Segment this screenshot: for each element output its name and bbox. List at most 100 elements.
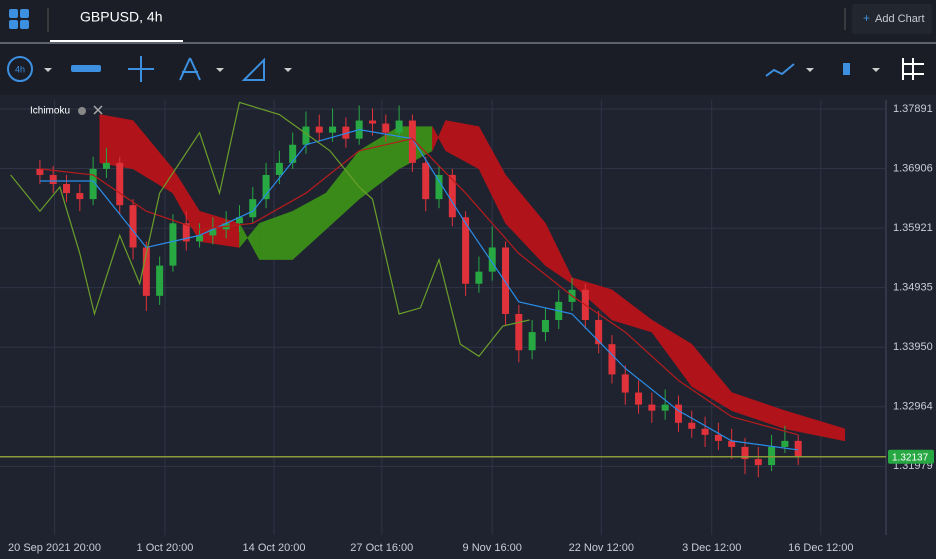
candle-body: [129, 205, 137, 248]
last-price-tag: [888, 449, 934, 464]
active-tab-underline: [50, 40, 183, 42]
dropdown[interactable]: [872, 68, 880, 72]
candle-body: [182, 223, 190, 242]
x-tick-label: 14 Oct 20:00: [243, 542, 306, 554]
y-tick-label: 1.36906: [893, 162, 933, 174]
y-tick-label: 1.37891: [893, 103, 933, 115]
candle-body: [342, 126, 350, 139]
candles-icon[interactable]: [843, 63, 850, 75]
indicator-line: [10, 101, 530, 358]
candle-body: [688, 422, 696, 429]
candle-body: [36, 168, 44, 175]
x-tick-label: 3 Dec 12:00: [682, 542, 741, 554]
candle-body: [169, 223, 177, 266]
grid-icon[interactable]: [902, 58, 924, 80]
indicator-line: [39, 138, 799, 436]
candle-body: [395, 120, 403, 133]
candle-body: [275, 162, 283, 175]
plus: +: [863, 11, 870, 25]
x-tick-label: 9 Nov 16:00: [463, 542, 522, 554]
dropdown[interactable]: [806, 68, 814, 72]
cloud-segment: [99, 114, 134, 170]
settings-icon[interactable]: [78, 107, 86, 115]
candle-body: [89, 168, 97, 200]
candle-body: [368, 120, 376, 124]
chart-type-icon[interactable]: [71, 65, 101, 72]
candle-body: [794, 440, 802, 457]
candle-body: [116, 162, 124, 206]
indicators-icon[interactable]: [765, 63, 795, 77]
candle-body: [754, 459, 762, 466]
last-price-label: 1.32137: [892, 452, 929, 463]
y-tick-label: 1.32964: [893, 401, 933, 413]
close-icon[interactable]: [93, 105, 103, 115]
add-chart-button[interactable]: [852, 4, 932, 34]
interval-label: 4h: [15, 64, 25, 74]
candle-body: [648, 404, 656, 411]
candle-body: [142, 247, 150, 296]
candle-body: [608, 344, 616, 375]
drawing-icon[interactable]: [179, 57, 201, 81]
y-tick-label: 1.33950: [893, 341, 933, 353]
candle-body: [781, 440, 789, 447]
x-tick-label: 27 Oct 16:00: [350, 542, 413, 554]
candle-body: [714, 434, 722, 441]
x-tick-label: 16 Dec 12:00: [788, 542, 853, 554]
candle-body: [502, 247, 510, 314]
candle-body: [661, 404, 669, 411]
apps-icon[interactable]: [9, 9, 29, 29]
candle-body: [621, 374, 629, 393]
plot: [0, 100, 886, 535]
candle-body: [302, 126, 310, 145]
indicator-label: Ichimoku: [30, 106, 70, 117]
candle-body: [249, 199, 257, 218]
symbol-tab[interactable]: GBPUSD, 4h: [80, 9, 162, 25]
add-chart-label[interactable]: Add Chart: [875, 13, 925, 25]
candle-body: [462, 217, 470, 284]
dropdown[interactable]: [44, 68, 52, 72]
dropdown[interactable]: [284, 68, 292, 72]
candle-body: [209, 229, 217, 236]
candle-body: [515, 313, 523, 351]
candle-body: [728, 440, 736, 447]
ruler-icon[interactable]: [241, 57, 265, 81]
candle-body: [329, 126, 337, 133]
candle-body: [196, 235, 204, 242]
cloud-segment: [784, 410, 846, 442]
candle-body: [63, 184, 71, 194]
candle-body: [408, 120, 416, 163]
top-bar: [0, 0, 936, 42]
candle-body: [102, 162, 110, 169]
dropdown[interactable]: [216, 68, 224, 72]
candle-body: [488, 247, 496, 272]
candle-body: [475, 271, 483, 284]
toolbar: [0, 44, 936, 95]
candle-body: [541, 320, 549, 333]
candle-body: [156, 265, 164, 296]
candle-body: [289, 144, 297, 163]
x-tick-label: 1 Oct 20:00: [137, 542, 194, 554]
candle-body: [435, 174, 443, 200]
candle-body: [382, 123, 390, 133]
candle-body: [701, 428, 709, 435]
interval-button[interactable]: [7, 56, 33, 82]
candle-body: [315, 126, 323, 133]
x-tick-label: 20 Sep 2021 20:00: [8, 542, 101, 554]
candle-body: [49, 174, 57, 185]
candle-body: [768, 446, 776, 466]
candle-body: [674, 404, 682, 423]
crosshair-icon[interactable]: [128, 56, 154, 82]
candle-body: [262, 174, 270, 200]
candle-body: [595, 320, 603, 345]
candle-body: [235, 217, 243, 224]
candle-body: [422, 162, 430, 200]
y-tick-label: 1.35921: [893, 222, 933, 234]
candle-body: [448, 174, 456, 218]
candle-body: [76, 193, 84, 200]
candle-body: [741, 446, 749, 460]
candle-body: [528, 332, 536, 351]
x-tick-label: 22 Nov 12:00: [569, 542, 634, 554]
y-tick-label: 1.34935: [893, 282, 933, 294]
